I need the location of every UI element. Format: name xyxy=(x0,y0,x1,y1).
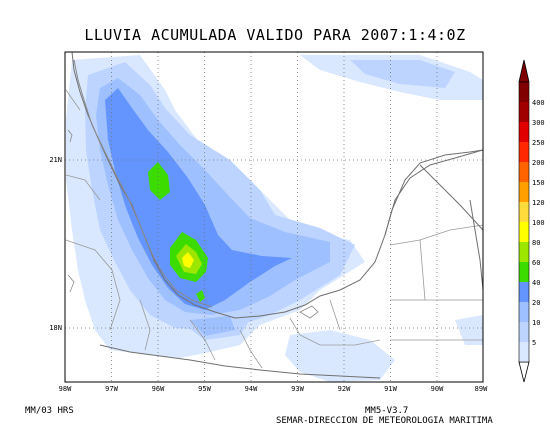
footer-model-version: MM5-V3.7 xyxy=(365,406,408,416)
footer-agency: SEMAR-DIRECCION DE METEOROLOGIA MARITIMA xyxy=(276,416,493,425)
map-title: LLUVIA ACUMULADA VALIDO PARA 2007:1:4:0Z xyxy=(84,26,465,44)
y-tick-label: 21N xyxy=(49,156,62,164)
rain-area-5-se xyxy=(285,330,395,382)
x-tick-label: 89W xyxy=(475,385,488,393)
x-tick-label: 97W xyxy=(105,385,118,393)
colorbar-swatch xyxy=(519,202,529,222)
rainfall-shading xyxy=(66,55,483,382)
colorbar-level-label: 200 xyxy=(532,159,545,167)
colorbar-swatch xyxy=(519,242,529,262)
colorbar-level-label: 80 xyxy=(532,239,540,247)
colorbar-legend: 5 10 20 40 60 80 100 120 150 200 250 300 400 xyxy=(518,59,545,383)
map-plot-area xyxy=(64,51,484,383)
graticule xyxy=(65,52,483,382)
colorbar-swatch xyxy=(519,182,529,202)
rain-area-60-c xyxy=(196,290,205,302)
colorbar-frame xyxy=(518,81,530,363)
x-tick-label: 98W xyxy=(59,385,72,393)
x-tick-label: 90W xyxy=(431,385,444,393)
map-frame xyxy=(64,51,484,383)
colorbar-level-label: 40 xyxy=(532,279,540,287)
colorbar-level-label: 120 xyxy=(532,199,545,207)
coastline-layer xyxy=(65,52,483,379)
rain-area-60-a xyxy=(148,162,170,200)
y-tick-label: 18N xyxy=(49,324,62,332)
colorbar-swatch xyxy=(519,302,529,322)
rain-area-5-e xyxy=(455,315,483,345)
colorbar-level-label: 60 xyxy=(532,259,540,267)
colorbar-swatch xyxy=(519,82,529,102)
state-borders xyxy=(65,89,483,369)
colorbar-swatch xyxy=(519,122,529,142)
y-axis-ticks: 21N 18N xyxy=(49,156,62,332)
rain-area-10-ne xyxy=(350,60,455,88)
colorbar-level-label: 150 xyxy=(532,179,545,187)
colorbar-level-label: 400 xyxy=(532,99,545,107)
x-tick-label: 93W xyxy=(291,385,304,393)
colorbar-level-label: 100 xyxy=(532,219,545,227)
x-axis-ticks: 98W 97W 96W 95W 94W 93W 92W 91W 90W 89W xyxy=(59,385,488,393)
colorbar-swatch xyxy=(519,102,529,122)
colorbar-level-label: 20 xyxy=(532,299,540,307)
colorbar-swatch xyxy=(519,142,529,162)
x-tick-label: 95W xyxy=(198,385,211,393)
rain-area-20-se xyxy=(190,316,235,336)
lagoon-detail xyxy=(67,129,319,319)
x-tick-label: 92W xyxy=(338,385,351,393)
colorbar-min-arrow xyxy=(518,361,530,383)
colorbar-max-arrow xyxy=(518,59,530,83)
colorbar-swatch xyxy=(519,342,529,362)
gulf-coastline xyxy=(71,52,483,319)
colorbar-level-label: 250 xyxy=(532,139,545,147)
x-tick-label: 91W xyxy=(384,385,397,393)
colorbar-level-label: 300 xyxy=(532,119,545,127)
coastline-detail xyxy=(73,59,213,308)
colorbar-swatch xyxy=(519,162,529,182)
x-tick-label: 94W xyxy=(245,385,258,393)
colorbar-swatch xyxy=(519,282,529,302)
colorbar-swatch xyxy=(519,222,529,242)
colorbar-level-label: 5 xyxy=(532,339,536,347)
rain-area-100 xyxy=(182,252,194,268)
x-tick-label: 96W xyxy=(152,385,165,393)
colorbar-swatch xyxy=(519,262,529,282)
colorbar-level-label: 10 xyxy=(532,319,540,327)
colorbar-swatch xyxy=(519,322,529,342)
footer-forecast-hours: MM/03 HRS xyxy=(25,406,74,416)
yucatan-outline xyxy=(384,149,483,291)
pacific-coastline xyxy=(99,344,381,379)
